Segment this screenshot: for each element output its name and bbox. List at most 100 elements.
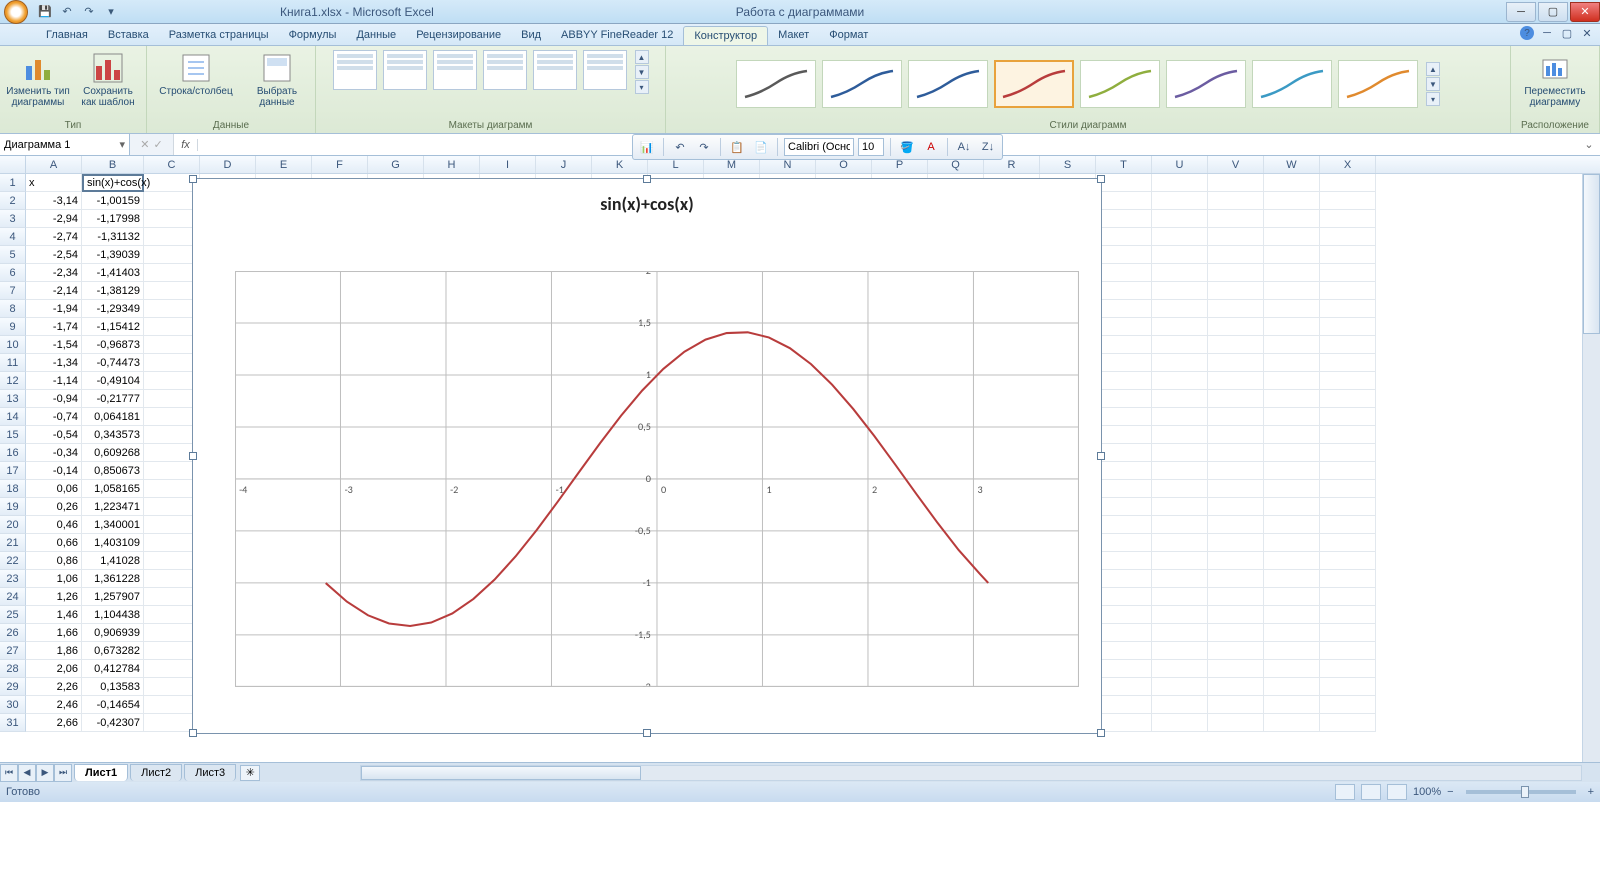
column-header[interactable]: A xyxy=(26,156,82,173)
cell[interactable]: 2,26 xyxy=(26,678,82,696)
cell[interactable] xyxy=(1264,714,1320,732)
cell[interactable]: 1,403109 xyxy=(82,534,144,552)
row-header[interactable]: 16 xyxy=(0,444,26,462)
cell[interactable] xyxy=(1264,426,1320,444)
cell[interactable]: -3,14 xyxy=(26,192,82,210)
worksheet-grid[interactable]: ABCDEFGHIJKLMNOPQRSTUVWX 1xsin(x)+cos(x)… xyxy=(0,156,1600,762)
cell[interactable] xyxy=(1152,714,1208,732)
cell[interactable]: -1,34 xyxy=(26,354,82,372)
cell[interactable] xyxy=(1208,480,1264,498)
cell[interactable]: 1,66 xyxy=(26,624,82,642)
cell[interactable]: -2,74 xyxy=(26,228,82,246)
zoom-slider[interactable] xyxy=(1466,790,1576,794)
doc-close-icon[interactable]: ✕ xyxy=(1580,26,1594,40)
new-sheet-icon[interactable]: ✳ xyxy=(240,765,260,781)
cell[interactable]: 0,673282 xyxy=(82,642,144,660)
cell[interactable]: -0,42307 xyxy=(82,714,144,732)
cell[interactable] xyxy=(1096,624,1152,642)
cell[interactable] xyxy=(1208,714,1264,732)
cell[interactable] xyxy=(1152,228,1208,246)
font-name-input[interactable] xyxy=(784,138,854,156)
cell[interactable] xyxy=(1096,462,1152,480)
cell[interactable] xyxy=(1096,570,1152,588)
enter-formula-icon[interactable]: ✓ xyxy=(154,138,163,151)
cell[interactable] xyxy=(1320,534,1376,552)
chart-layout-thumb[interactable] xyxy=(433,50,477,90)
sort-asc-icon[interactable]: A↓ xyxy=(954,137,974,157)
cell[interactable] xyxy=(1320,264,1376,282)
chart-layout-thumb[interactable] xyxy=(333,50,377,90)
name-box[interactable]: ▾ xyxy=(0,134,130,155)
column-header[interactable]: J xyxy=(536,156,592,173)
scroll-more-icon[interactable]: ▾ xyxy=(1426,92,1440,106)
cell[interactable] xyxy=(1320,318,1376,336)
cell[interactable] xyxy=(1264,516,1320,534)
chart-title[interactable]: sin(x)+cos(x) xyxy=(193,179,1101,219)
column-header[interactable]: U xyxy=(1152,156,1208,173)
font-color-icon[interactable]: A xyxy=(921,137,941,157)
cell[interactable] xyxy=(1320,570,1376,588)
save-as-template-button[interactable]: Сохранить как шаблон xyxy=(76,50,140,108)
cell[interactable] xyxy=(1320,210,1376,228)
cell[interactable] xyxy=(1320,408,1376,426)
cell[interactable]: -2,54 xyxy=(26,246,82,264)
cell[interactable]: -1,38129 xyxy=(82,282,144,300)
column-header[interactable]: H xyxy=(424,156,480,173)
cell[interactable] xyxy=(1152,624,1208,642)
sheet-next-icon[interactable]: ▶ xyxy=(36,764,54,782)
cell[interactable] xyxy=(1208,300,1264,318)
cell[interactable]: -1,54 xyxy=(26,336,82,354)
cell[interactable] xyxy=(1264,372,1320,390)
cell[interactable] xyxy=(1264,606,1320,624)
chart-mini-icon[interactable]: 📊 xyxy=(637,137,657,157)
row-header[interactable]: 18 xyxy=(0,480,26,498)
sheet-tab[interactable]: Лист2 xyxy=(130,764,182,781)
cell[interactable]: -0,94 xyxy=(26,390,82,408)
cell[interactable] xyxy=(1152,246,1208,264)
minimize-button[interactable]: ─ xyxy=(1506,2,1536,22)
cell[interactable] xyxy=(1152,282,1208,300)
cell[interactable] xyxy=(1152,660,1208,678)
row-header[interactable]: 3 xyxy=(0,210,26,228)
row-header[interactable]: 10 xyxy=(0,336,26,354)
cell[interactable]: -2,14 xyxy=(26,282,82,300)
cell[interactable] xyxy=(1264,192,1320,210)
ribbon-minimize-icon[interactable]: ─ xyxy=(1540,26,1554,40)
cell[interactable]: -1,29349 xyxy=(82,300,144,318)
cell[interactable] xyxy=(1208,372,1264,390)
row-header[interactable]: 12 xyxy=(0,372,26,390)
undo-mini-icon[interactable]: ↶ xyxy=(670,137,690,157)
cell[interactable] xyxy=(1320,354,1376,372)
column-header[interactable]: G xyxy=(368,156,424,173)
save-icon[interactable]: 💾 xyxy=(36,3,54,21)
cell[interactable] xyxy=(1320,192,1376,210)
cell[interactable] xyxy=(1152,372,1208,390)
cell[interactable]: 0,906939 xyxy=(82,624,144,642)
ribbon-tab-формат[interactable]: Формат xyxy=(819,26,878,45)
cell[interactable] xyxy=(1208,624,1264,642)
cell[interactable] xyxy=(1320,552,1376,570)
cell[interactable] xyxy=(1320,372,1376,390)
cell[interactable] xyxy=(1096,588,1152,606)
normal-view-button[interactable] xyxy=(1335,784,1355,800)
cell[interactable] xyxy=(1208,426,1264,444)
cell[interactable] xyxy=(1264,228,1320,246)
cell[interactable] xyxy=(1264,174,1320,192)
cell[interactable]: -1,39039 xyxy=(82,246,144,264)
cell[interactable] xyxy=(1208,192,1264,210)
row-header[interactable]: 28 xyxy=(0,660,26,678)
cell[interactable] xyxy=(1264,534,1320,552)
chart-style-thumb[interactable] xyxy=(1338,60,1418,108)
cell[interactable] xyxy=(1264,696,1320,714)
sheet-tab[interactable]: Лист1 xyxy=(74,764,128,781)
cell[interactable] xyxy=(1208,390,1264,408)
vertical-scrollbar[interactable] xyxy=(1582,174,1600,762)
row-header[interactable]: 4 xyxy=(0,228,26,246)
cell[interactable] xyxy=(1320,426,1376,444)
cell[interactable] xyxy=(1264,354,1320,372)
cell[interactable] xyxy=(1152,390,1208,408)
cell[interactable] xyxy=(1096,426,1152,444)
cell[interactable] xyxy=(1152,210,1208,228)
chart-style-thumb[interactable] xyxy=(1252,60,1332,108)
move-chart-button[interactable]: Переместить диаграмму xyxy=(1517,50,1593,108)
